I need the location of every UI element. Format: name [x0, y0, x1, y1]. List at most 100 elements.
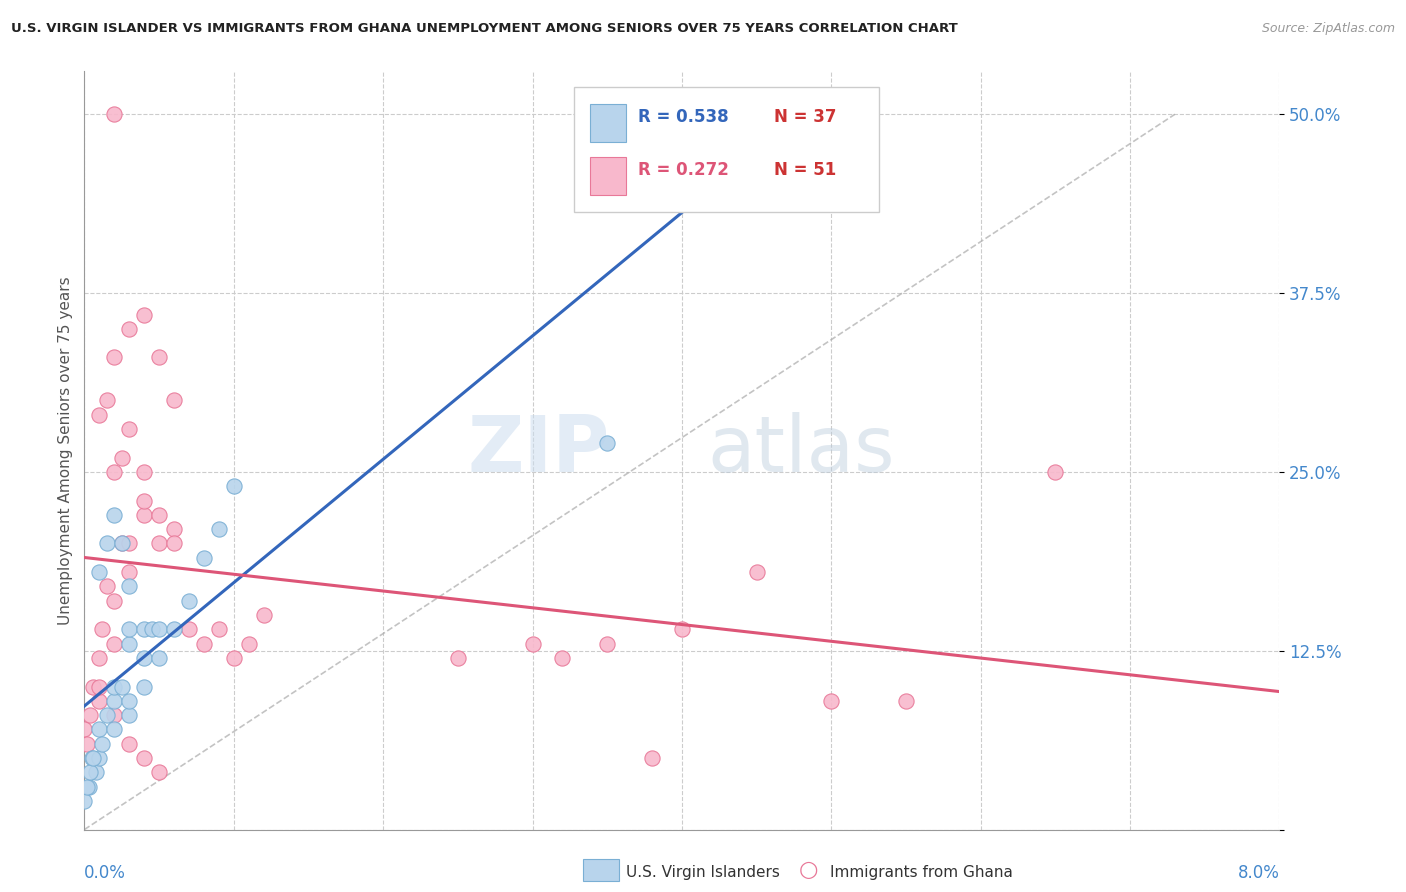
Point: [163, 393, 186, 408]
Point: [118, 579, 141, 593]
Point: [96, 536, 118, 550]
Text: U.S. Virgin Islanders: U.S. Virgin Islanders: [626, 865, 779, 880]
Point: [91, 737, 114, 751]
Point: [193, 637, 215, 651]
Text: N = 51: N = 51: [773, 161, 837, 179]
Text: ○: ○: [799, 860, 818, 880]
Text: 0.0%: 0.0%: [84, 863, 127, 881]
Point: [132, 622, 156, 636]
Point: [89, 651, 111, 665]
Point: [118, 565, 141, 579]
Point: [671, 622, 693, 636]
Point: [96, 708, 118, 723]
Point: [103, 465, 125, 479]
Point: [132, 508, 156, 522]
Point: [222, 479, 245, 493]
Point: [820, 694, 842, 708]
Text: Immigrants from Ghana: Immigrants from Ghana: [830, 865, 1012, 880]
Point: [82, 751, 104, 765]
Point: [118, 622, 141, 636]
Point: [89, 694, 111, 708]
Point: [148, 622, 170, 636]
Point: [148, 651, 170, 665]
Point: [118, 637, 141, 651]
Point: [89, 680, 111, 694]
Point: [208, 522, 231, 536]
Point: [103, 708, 125, 723]
Y-axis label: Unemployment Among Seniors over 75 years: Unemployment Among Seniors over 75 years: [58, 277, 73, 624]
Point: [118, 322, 141, 336]
Bar: [591, 104, 626, 142]
Point: [177, 622, 200, 636]
Text: N = 37: N = 37: [773, 108, 837, 126]
Point: [103, 351, 125, 365]
Point: [894, 694, 917, 708]
Point: [177, 593, 200, 607]
Point: [132, 651, 156, 665]
Point: [76, 737, 98, 751]
FancyBboxPatch shape: [575, 87, 879, 211]
Point: [148, 508, 170, 522]
Point: [132, 493, 156, 508]
Point: [76, 780, 98, 794]
Point: [79, 708, 101, 723]
Point: [148, 351, 170, 365]
Point: [132, 751, 156, 765]
Point: [77, 780, 100, 794]
Point: [103, 107, 125, 121]
Point: [103, 723, 125, 737]
Point: [96, 579, 118, 593]
Bar: [591, 157, 626, 195]
Point: [91, 622, 114, 636]
Point: [111, 680, 134, 694]
Point: [103, 680, 125, 694]
Point: [111, 450, 134, 465]
Point: [238, 637, 260, 651]
Point: [208, 622, 231, 636]
Point: [141, 622, 163, 636]
Text: atlas: atlas: [707, 412, 896, 489]
Point: [79, 765, 101, 780]
Point: [80, 751, 103, 765]
Point: [132, 465, 156, 479]
Point: [111, 536, 134, 550]
Point: [447, 651, 470, 665]
Point: [86, 765, 108, 780]
Point: [700, 107, 723, 121]
Text: Source: ZipAtlas.com: Source: ZipAtlas.com: [1261, 22, 1395, 36]
Point: [73, 723, 96, 737]
Point: [96, 393, 118, 408]
Text: R = 0.538: R = 0.538: [638, 108, 728, 126]
Point: [163, 522, 186, 536]
Point: [118, 422, 141, 436]
Text: U.S. VIRGIN ISLANDER VS IMMIGRANTS FROM GHANA UNEMPLOYMENT AMONG SENIORS OVER 75: U.S. VIRGIN ISLANDER VS IMMIGRANTS FROM …: [11, 22, 957, 36]
Point: [103, 593, 125, 607]
Point: [596, 436, 619, 450]
Text: 8.0%: 8.0%: [1237, 863, 1279, 881]
Point: [253, 607, 276, 622]
Point: [82, 680, 104, 694]
Point: [103, 508, 125, 522]
Point: [222, 651, 245, 665]
Point: [118, 737, 141, 751]
Point: [1045, 465, 1067, 479]
Point: [118, 694, 141, 708]
Point: [551, 651, 574, 665]
Point: [163, 622, 186, 636]
Point: [89, 408, 111, 422]
Point: [103, 637, 125, 651]
Text: ZIP: ZIP: [467, 412, 610, 489]
Point: [103, 694, 125, 708]
Point: [118, 708, 141, 723]
Point: [163, 536, 186, 550]
Point: [89, 565, 111, 579]
Point: [193, 550, 215, 565]
Point: [641, 751, 664, 765]
Point: [89, 723, 111, 737]
Point: [596, 637, 619, 651]
Point: [745, 565, 768, 579]
Point: [522, 637, 544, 651]
Point: [73, 794, 96, 808]
Point: [132, 308, 156, 322]
Point: [118, 536, 141, 550]
